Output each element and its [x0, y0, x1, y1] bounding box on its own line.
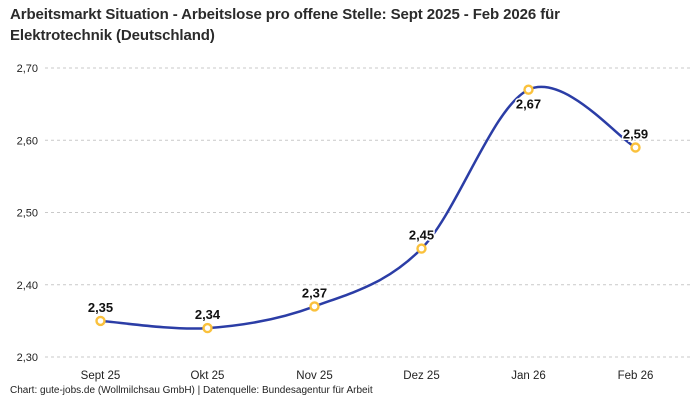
data-point-marker[interactable] — [523, 84, 534, 95]
data-point-label: 2,45 — [409, 228, 434, 243]
data-point-marker[interactable] — [309, 301, 320, 312]
x-axis-tick-label: Dez 25 — [403, 370, 439, 382]
data-point-label: 2,34 — [195, 307, 221, 322]
x-axis-tick-label: Feb 26 — [618, 370, 654, 382]
x-axis-tick-label: Jan 26 — [511, 370, 546, 382]
data-point-label: 2,59 — [623, 127, 648, 142]
data-point-label: 2,35 — [88, 300, 113, 315]
data-point-label: 2,67 — [516, 97, 541, 112]
line-series — [99, 85, 637, 330]
chart-attribution: Chart: gute-jobs.de (Wollmilchsau GmbH) … — [10, 385, 373, 396]
chart-title: Arbeitsmarkt Situation - Arbeitslose pro… — [10, 4, 692, 46]
data-point-marker[interactable] — [202, 322, 213, 334]
y-axis-tick-label: 2,30 — [17, 352, 38, 364]
y-axis-tick-label: 2,70 — [17, 63, 38, 75]
x-axis-tick-label: Okt 25 — [191, 370, 225, 382]
x-axis-tick-label: Sept 25 — [81, 370, 121, 382]
data-point-marker[interactable] — [416, 243, 427, 254]
y-axis-tick-label: 2,60 — [17, 135, 38, 147]
data-point-marker[interactable] — [95, 315, 106, 327]
chart-title-line1: Arbeitsmarkt Situation - Arbeitslose pro… — [10, 6, 560, 23]
data-point-label: 2,37 — [302, 285, 327, 300]
y-axis-tick-label: 2,50 — [17, 208, 38, 220]
chart-title-line2: Elektrotechnik (Deutschland) — [10, 27, 215, 44]
x-axis-tick-label: Nov 25 — [296, 370, 332, 382]
y-axis-tick-label: 2,40 — [17, 280, 38, 292]
data-point-marker[interactable] — [630, 142, 641, 153]
